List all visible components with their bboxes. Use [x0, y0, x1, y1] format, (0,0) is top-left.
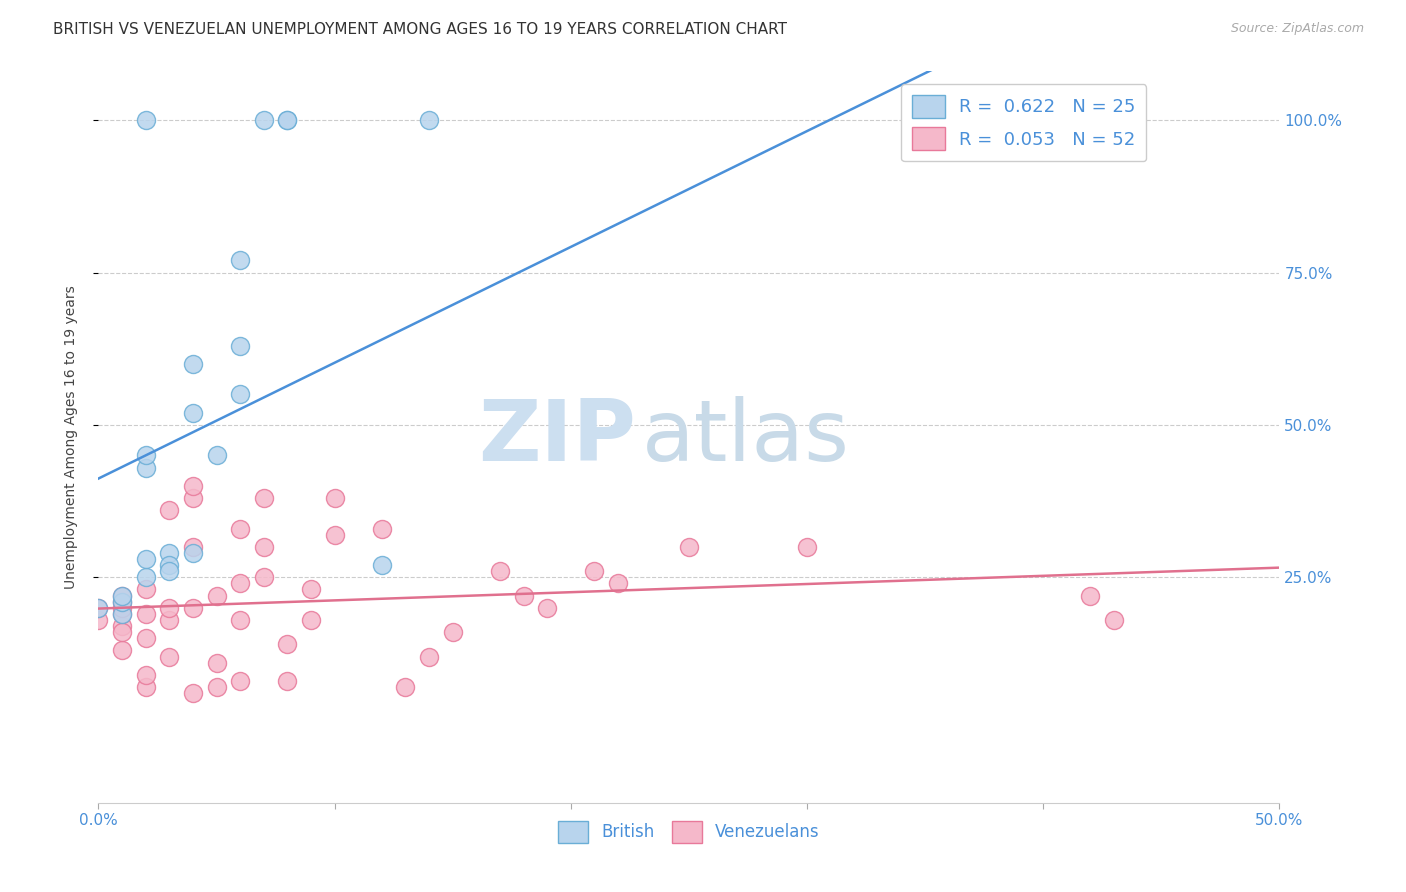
Point [323, 491, 346, 505]
Text: BRITISH VS VENEZUELAN UNEMPLOYMENT AMONG AGES 16 TO 19 YEARS CORRELATION CHART: BRITISH VS VENEZUELAN UNEMPLOYMENT AMONG… [53, 22, 787, 37]
Point [205, 656, 228, 670]
Point [111, 594, 134, 608]
Point [229, 613, 252, 627]
Point [135, 552, 157, 566]
Point [323, 527, 346, 541]
Point [181, 540, 204, 554]
Point [157, 600, 180, 615]
Text: Source: ZipAtlas.com: Source: ZipAtlas.com [1230, 22, 1364, 36]
Point [181, 546, 204, 560]
Point [253, 540, 276, 554]
Point [418, 649, 440, 664]
Point [583, 564, 606, 578]
Point [135, 113, 157, 128]
Point [157, 613, 180, 627]
Point [111, 643, 134, 657]
Text: ZIP: ZIP [478, 395, 636, 479]
Point [111, 607, 134, 621]
Point [253, 113, 276, 128]
Point [181, 357, 204, 371]
Point [205, 448, 228, 462]
Point [135, 632, 157, 646]
Point [111, 589, 134, 603]
Point [87, 613, 110, 627]
Y-axis label: Unemployment Among Ages 16 to 19 years: Unemployment Among Ages 16 to 19 years [63, 285, 77, 589]
Legend: British, Venezuelans: British, Venezuelans [551, 814, 827, 849]
Point [229, 576, 252, 591]
Point [157, 558, 180, 573]
Point [135, 607, 157, 621]
Point [87, 600, 110, 615]
Point [299, 582, 322, 597]
Point [111, 619, 134, 633]
Point [229, 253, 252, 268]
Point [157, 564, 180, 578]
Point [229, 387, 252, 401]
Point [1102, 113, 1125, 128]
Point [418, 113, 440, 128]
Point [181, 600, 204, 615]
Point [796, 540, 818, 554]
Point [135, 460, 157, 475]
Point [1080, 589, 1102, 603]
Point [229, 339, 252, 353]
Point [157, 546, 180, 560]
Point [181, 491, 204, 505]
Point [181, 479, 204, 493]
Point [181, 406, 204, 420]
Point [111, 589, 134, 603]
Point [135, 582, 157, 597]
Point [229, 673, 252, 688]
Point [299, 613, 322, 627]
Point [512, 589, 534, 603]
Point [253, 491, 276, 505]
Point [276, 637, 298, 651]
Point [135, 570, 157, 584]
Point [441, 625, 464, 640]
Point [205, 589, 228, 603]
Point [371, 558, 394, 573]
Point [489, 564, 512, 578]
Text: atlas: atlas [641, 395, 849, 479]
Point [111, 625, 134, 640]
Point [536, 600, 558, 615]
Point [276, 113, 298, 128]
Point [205, 680, 228, 694]
Point [1102, 613, 1125, 627]
Point [276, 673, 298, 688]
Point [111, 594, 134, 608]
Point [87, 600, 110, 615]
Point [371, 521, 394, 535]
Point [394, 680, 416, 694]
Point [253, 570, 276, 584]
Point [135, 667, 157, 681]
Point [678, 540, 700, 554]
Point [111, 607, 134, 621]
Point [276, 113, 298, 128]
Point [135, 448, 157, 462]
Point [157, 649, 180, 664]
Point [607, 576, 630, 591]
Point [111, 600, 134, 615]
Point [135, 680, 157, 694]
Point [181, 686, 204, 700]
Point [157, 503, 180, 517]
Point [229, 521, 252, 535]
